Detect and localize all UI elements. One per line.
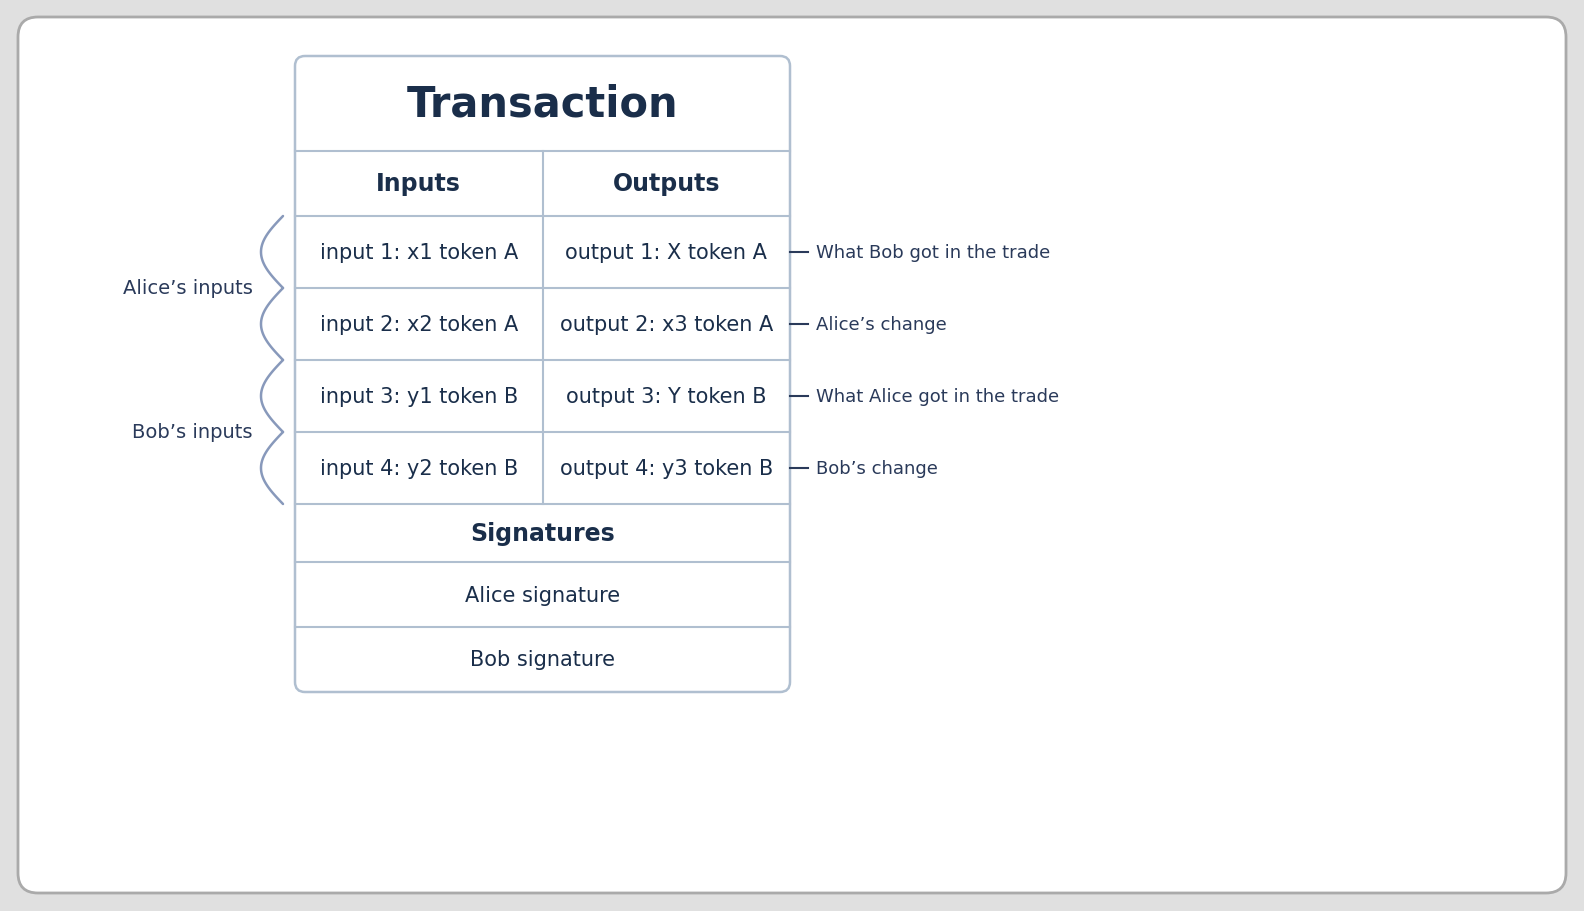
Text: input 3: y1 token B: input 3: y1 token B <box>320 386 518 406</box>
Text: Alice’s change: Alice’s change <box>816 315 947 333</box>
Text: Transaction: Transaction <box>407 84 678 126</box>
Text: Inputs: Inputs <box>377 172 461 196</box>
Text: input 1: x1 token A: input 1: x1 token A <box>320 242 518 262</box>
Text: output 1: X token A: output 1: X token A <box>565 242 767 262</box>
Text: Signatures: Signatures <box>470 521 615 546</box>
FancyBboxPatch shape <box>295 57 790 692</box>
Text: Bob signature: Bob signature <box>470 650 615 670</box>
Text: output 3: Y token B: output 3: Y token B <box>565 386 767 406</box>
Text: Alice’s inputs: Alice’s inputs <box>124 279 253 298</box>
Text: input 4: y2 token B: input 4: y2 token B <box>320 458 518 478</box>
Text: input 2: x2 token A: input 2: x2 token A <box>320 314 518 334</box>
Text: Alice signature: Alice signature <box>466 585 619 605</box>
Text: What Bob got in the trade: What Bob got in the trade <box>816 244 1050 261</box>
Text: Bob’s change: Bob’s change <box>816 459 938 477</box>
Text: output 2: x3 token A: output 2: x3 token A <box>559 314 773 334</box>
FancyBboxPatch shape <box>17 18 1567 893</box>
Text: Bob’s inputs: Bob’s inputs <box>133 423 253 442</box>
Text: What Alice got in the trade: What Alice got in the trade <box>816 387 1060 405</box>
Text: output 4: y3 token B: output 4: y3 token B <box>559 458 773 478</box>
Text: Outputs: Outputs <box>613 172 721 196</box>
